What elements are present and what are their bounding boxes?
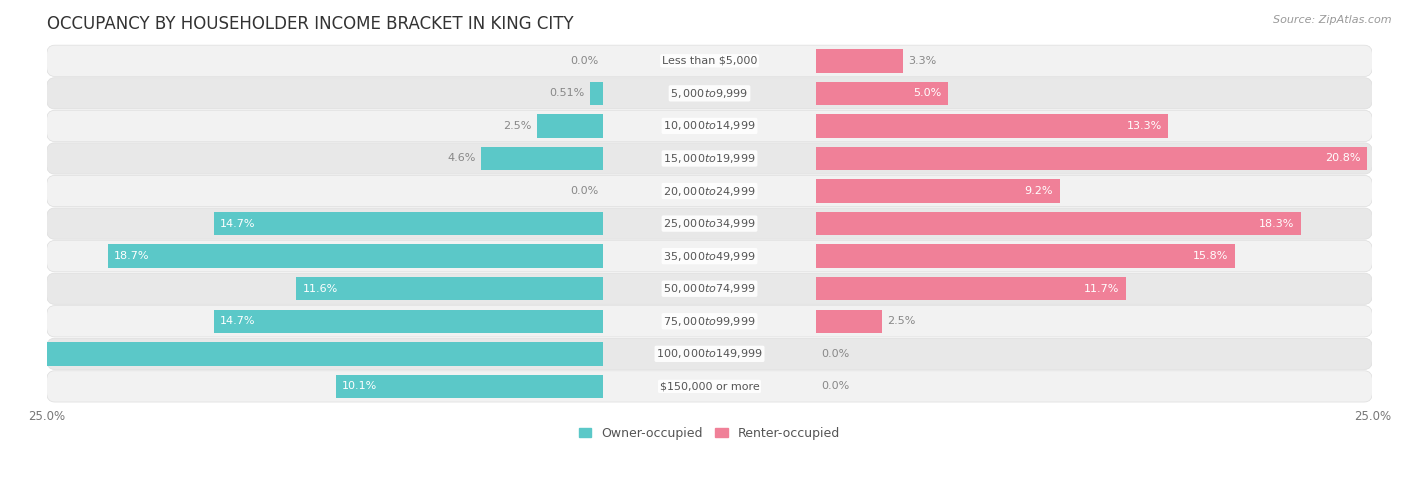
Bar: [815, 147, 1367, 170]
Bar: [1, 342, 603, 365]
Bar: [481, 147, 603, 170]
Text: 20.8%: 20.8%: [1324, 154, 1361, 163]
FancyBboxPatch shape: [46, 371, 1372, 402]
Text: 10.1%: 10.1%: [342, 382, 378, 391]
Text: Source: ZipAtlas.com: Source: ZipAtlas.com: [1274, 15, 1392, 25]
Text: 14.7%: 14.7%: [221, 219, 256, 228]
Text: $150,000 or more: $150,000 or more: [659, 382, 759, 391]
Text: $10,000 to $14,999: $10,000 to $14,999: [664, 120, 756, 132]
Text: 5.0%: 5.0%: [914, 88, 942, 98]
Text: 0.0%: 0.0%: [821, 349, 849, 359]
Text: 13.3%: 13.3%: [1126, 121, 1161, 131]
FancyBboxPatch shape: [46, 306, 1372, 337]
Text: $35,000 to $49,999: $35,000 to $49,999: [664, 250, 756, 262]
Legend: Owner-occupied, Renter-occupied: Owner-occupied, Renter-occupied: [574, 422, 845, 445]
Text: 11.7%: 11.7%: [1084, 284, 1119, 294]
Text: 0.0%: 0.0%: [569, 186, 598, 196]
Text: 11.6%: 11.6%: [302, 284, 337, 294]
FancyBboxPatch shape: [46, 273, 1372, 304]
Text: 0.0%: 0.0%: [821, 382, 849, 391]
FancyBboxPatch shape: [46, 45, 1372, 76]
FancyBboxPatch shape: [46, 143, 1372, 174]
Text: $5,000 to $9,999: $5,000 to $9,999: [671, 87, 748, 100]
Bar: [815, 277, 1126, 300]
Text: 0.0%: 0.0%: [569, 56, 598, 66]
Text: 2.5%: 2.5%: [887, 316, 915, 326]
Bar: [591, 82, 603, 105]
Bar: [815, 212, 1301, 235]
Text: 3.3%: 3.3%: [908, 56, 936, 66]
FancyBboxPatch shape: [46, 78, 1372, 109]
Bar: [214, 310, 603, 333]
Text: 18.7%: 18.7%: [114, 251, 149, 261]
Bar: [214, 212, 603, 235]
FancyBboxPatch shape: [46, 110, 1372, 141]
Text: 15.8%: 15.8%: [1192, 251, 1227, 261]
Bar: [336, 375, 603, 398]
Text: OCCUPANCY BY HOUSEHOLDER INCOME BRACKET IN KING CITY: OCCUPANCY BY HOUSEHOLDER INCOME BRACKET …: [46, 15, 574, 33]
Bar: [815, 179, 1060, 203]
Text: $20,000 to $24,999: $20,000 to $24,999: [664, 185, 756, 197]
Bar: [108, 244, 603, 268]
Bar: [815, 49, 903, 72]
Text: $100,000 to $149,999: $100,000 to $149,999: [657, 347, 763, 360]
Bar: [815, 82, 948, 105]
Bar: [815, 244, 1234, 268]
Bar: [295, 277, 603, 300]
FancyBboxPatch shape: [46, 241, 1372, 272]
Text: $25,000 to $34,999: $25,000 to $34,999: [664, 217, 756, 230]
FancyBboxPatch shape: [46, 208, 1372, 239]
Text: $50,000 to $74,999: $50,000 to $74,999: [664, 282, 756, 295]
Text: 18.3%: 18.3%: [1258, 219, 1294, 228]
FancyBboxPatch shape: [46, 175, 1372, 207]
Bar: [815, 114, 1168, 138]
Text: 2.5%: 2.5%: [503, 121, 531, 131]
Text: 14.7%: 14.7%: [221, 316, 256, 326]
Text: $15,000 to $19,999: $15,000 to $19,999: [664, 152, 756, 165]
Text: 4.6%: 4.6%: [447, 154, 477, 163]
Bar: [537, 114, 603, 138]
Bar: [815, 310, 882, 333]
Text: Less than $5,000: Less than $5,000: [662, 56, 758, 66]
FancyBboxPatch shape: [46, 338, 1372, 369]
Text: 9.2%: 9.2%: [1025, 186, 1053, 196]
Text: 0.51%: 0.51%: [550, 88, 585, 98]
Text: 22.7%: 22.7%: [8, 349, 44, 359]
Text: $75,000 to $99,999: $75,000 to $99,999: [664, 315, 756, 328]
